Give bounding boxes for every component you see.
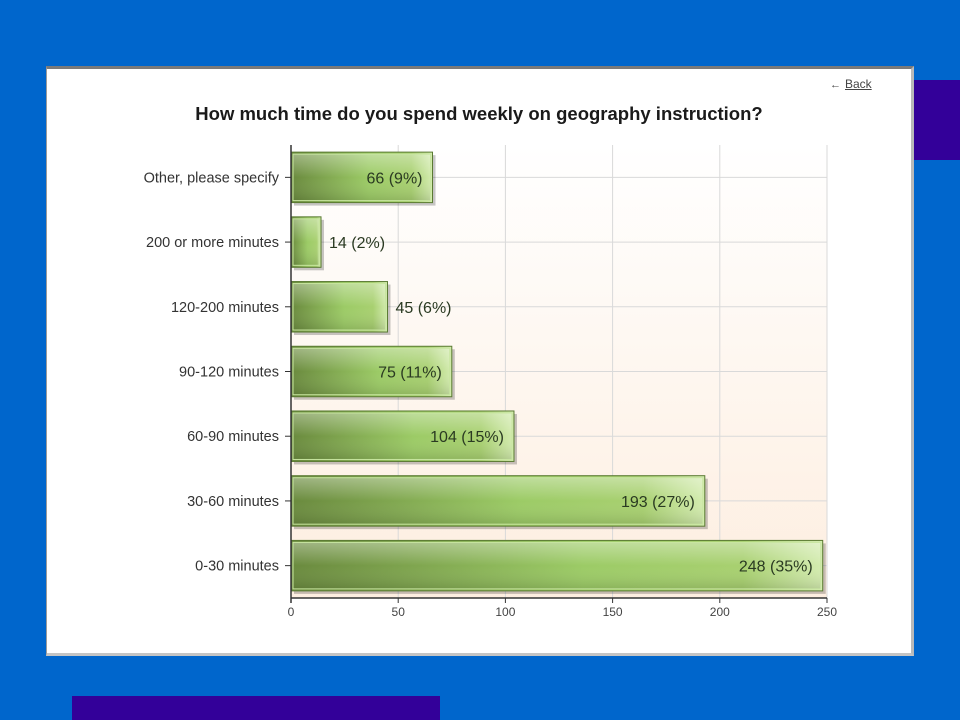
bar-bevel — [292, 153, 432, 202]
bar-data-label: 66 (9%) — [366, 170, 422, 187]
bar-group: 104 (15%) — [290, 410, 517, 465]
category-label: 30-60 minutes — [187, 494, 279, 510]
category-label: Other, please specify — [144, 170, 280, 186]
bar-bevel — [292, 412, 513, 460]
bar-group: 193 (27%) — [290, 475, 708, 530]
bar-data-label: 193 (27%) — [621, 494, 695, 511]
bar-bevel — [292, 477, 704, 525]
bar-group: 14 (2%) — [290, 216, 385, 271]
bar-data-label: 45 (6%) — [395, 300, 451, 317]
back-link[interactable]: ← Back — [830, 77, 872, 91]
x-tick-label: 50 — [392, 605, 406, 619]
category-label: 0-30 minutes — [195, 559, 279, 575]
back-link-label: Back — [845, 77, 872, 91]
category-label: 90-120 minutes — [179, 365, 279, 381]
chart-title: How much time do you spend weekly on geo… — [195, 103, 762, 124]
x-tick-label: 200 — [710, 605, 730, 619]
bar-data-label: 104 (15%) — [430, 429, 504, 446]
bar-chart: How much time do you spend weekly on geo… — [144, 103, 838, 619]
x-tick-label: 150 — [603, 605, 623, 619]
bar-group: 66 (9%) — [290, 151, 436, 206]
back-arrow-icon: ← — [830, 79, 841, 91]
bar-data-label: 14 (2%) — [329, 235, 385, 252]
bar-data-label: 75 (11%) — [378, 365, 442, 382]
category-label: 120-200 minutes — [171, 300, 279, 316]
accent-block-bottom — [72, 696, 440, 720]
bar-group: 45 (6%) — [290, 281, 452, 336]
bar-bevel — [292, 541, 822, 590]
x-tick-label: 100 — [495, 605, 515, 619]
category-label: 60-90 minutes — [187, 429, 279, 445]
chart-panel: ← Back How much time do you spend weekly … — [46, 66, 914, 656]
bar-group: 248 (35%) — [290, 539, 826, 594]
x-tick-label: 0 — [288, 605, 295, 619]
category-label: 200 or more minutes — [146, 235, 279, 251]
x-tick-label: 250 — [817, 605, 837, 619]
bar-bevel — [292, 218, 320, 266]
bar-bevel — [292, 347, 451, 396]
bar-data-label: 248 (35%) — [739, 559, 813, 576]
bar-group: 75 (11%) — [290, 345, 455, 400]
accent-block-right — [912, 80, 960, 160]
bar-bevel — [292, 283, 386, 331]
